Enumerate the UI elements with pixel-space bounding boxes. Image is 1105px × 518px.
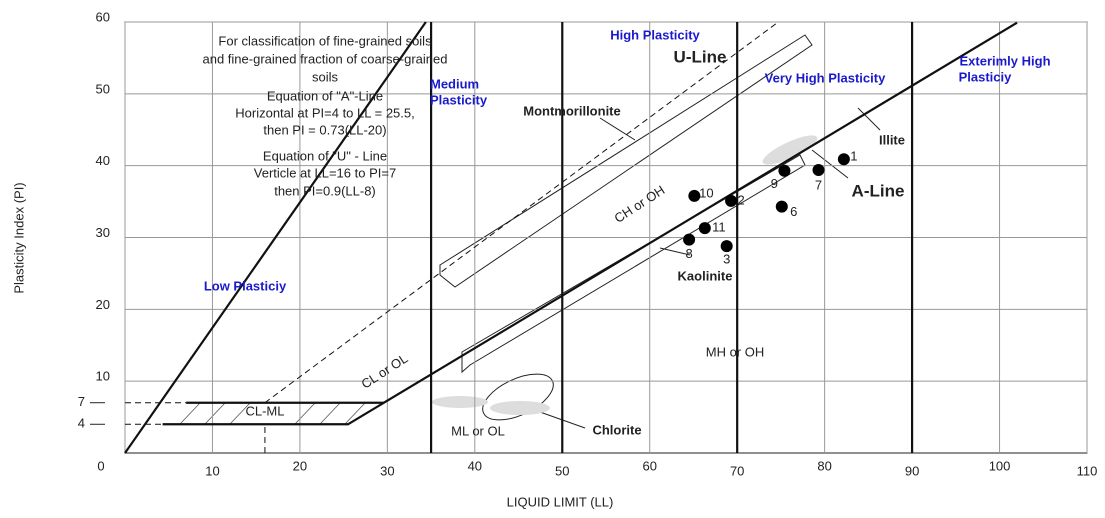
annotation: Illite bbox=[879, 132, 905, 147]
data-point bbox=[812, 163, 825, 176]
annotation: For classification of fine-grained soils bbox=[218, 33, 432, 48]
point-label: 11 bbox=[712, 220, 726, 235]
y-tick-label: 50 bbox=[96, 81, 110, 96]
point-label: 1 bbox=[850, 149, 857, 164]
y-tick-label: 30 bbox=[96, 225, 110, 240]
annotation: Verticle at LL=16 to PI=7 bbox=[254, 165, 396, 180]
y-axis-label: Plasticity Index (PI) bbox=[11, 182, 26, 293]
annotation: Kaolinite bbox=[678, 268, 733, 283]
x-tick-label: 110 bbox=[1077, 463, 1098, 478]
x-tick-label: 40 bbox=[468, 458, 482, 473]
x-tick-label: 80 bbox=[817, 458, 831, 473]
annotation: Very High Plasticity bbox=[765, 70, 886, 85]
annotation: ML or OL bbox=[451, 423, 505, 438]
data-point bbox=[698, 222, 711, 235]
data-point bbox=[683, 233, 696, 246]
x-tick-label: 30 bbox=[380, 463, 394, 478]
data-point bbox=[725, 194, 738, 207]
annotation: MH or OH bbox=[706, 344, 765, 359]
point-label: 7 bbox=[815, 177, 822, 192]
point-label: 2 bbox=[737, 192, 744, 207]
x-axis-label: LIQUID LIMIT (LL) bbox=[507, 494, 614, 509]
point-label: 9 bbox=[771, 176, 778, 191]
annotation: Horizontal at PI=4 to LL = 25.5, bbox=[235, 105, 414, 120]
annotation: High Plasticity bbox=[610, 27, 700, 42]
x-tick-label: 50 bbox=[555, 463, 569, 478]
annotation: Exterimly High bbox=[959, 53, 1050, 68]
x-tick-label: 70 bbox=[730, 463, 744, 478]
point-label: 3 bbox=[723, 252, 730, 267]
data-point bbox=[688, 189, 701, 202]
annotation: Chlorite bbox=[592, 422, 641, 437]
annotation: Plasticity bbox=[430, 92, 488, 107]
y-tick-label: 7 bbox=[78, 394, 85, 409]
annotation: Medium bbox=[430, 76, 479, 91]
y-tick-label: 20 bbox=[96, 297, 110, 312]
data-point bbox=[775, 200, 788, 213]
annotation: Equation of "U" - Line bbox=[263, 148, 387, 163]
point-label: 10 bbox=[699, 185, 713, 200]
annotation: and fine-grained fraction of coarse-grai… bbox=[203, 51, 448, 66]
data-point bbox=[778, 164, 791, 177]
annotation: then PI = 0.73(LL-20) bbox=[263, 122, 386, 137]
point-label: 8 bbox=[685, 246, 692, 261]
x-tick-label: 60 bbox=[642, 458, 656, 473]
annotation: Montmorillonite bbox=[523, 103, 621, 118]
annotation: Plasticiy bbox=[959, 69, 1013, 84]
x-tick-label: 10 bbox=[205, 463, 219, 478]
annotation: CL or OL bbox=[358, 351, 410, 392]
x-tick-label: 0 bbox=[97, 458, 104, 473]
annotation: Equation of "A"-Line bbox=[267, 88, 383, 103]
annotation: Low Plasticiy bbox=[204, 278, 287, 293]
y-tick-label: 10 bbox=[96, 369, 110, 384]
cl-ml-hatch bbox=[179, 402, 366, 425]
data-point bbox=[837, 153, 850, 166]
y-tick-label: 60 bbox=[96, 9, 110, 24]
boundary-line bbox=[264, 21, 779, 404]
boundary-line bbox=[162, 21, 1018, 426]
annotation: CL-ML bbox=[245, 403, 284, 418]
x-tick-label: 20 bbox=[293, 458, 307, 473]
y-tick-label: 40 bbox=[96, 153, 110, 168]
y-tick-label: 4 bbox=[78, 416, 85, 431]
annotation: U-Line bbox=[674, 47, 727, 66]
x-tick-label: 90 bbox=[905, 463, 919, 478]
annotation: then PI=0.9(LL-8) bbox=[274, 183, 376, 198]
annotation: A-Line bbox=[852, 181, 905, 200]
annotation: CH or OH bbox=[611, 182, 667, 226]
data-point bbox=[720, 240, 733, 253]
x-tick-label: 100 bbox=[989, 458, 1011, 473]
annotation: soils bbox=[312, 69, 339, 84]
point-label: 6 bbox=[790, 204, 797, 219]
zone-shading bbox=[432, 135, 818, 415]
boundary-line bbox=[124, 21, 427, 454]
